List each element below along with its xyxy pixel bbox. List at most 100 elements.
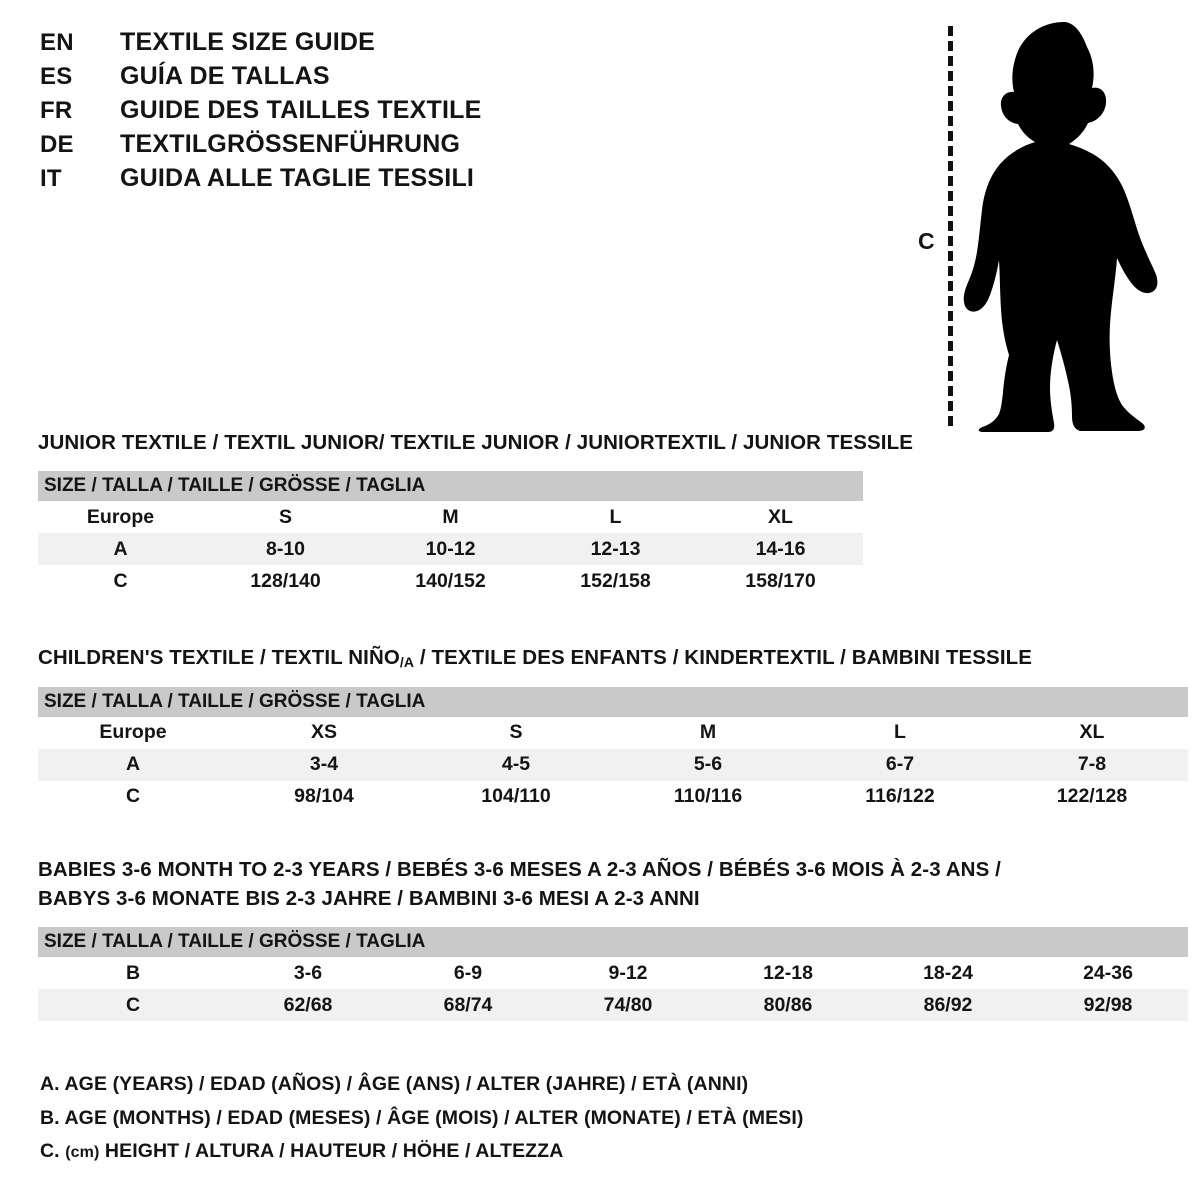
children-cell-c-3: 116/122 <box>804 780 996 813</box>
babies-cell-c-1: 68/74 <box>388 989 548 1022</box>
section-heading-junior: JUNIOR TEXTILE / TEXTIL JUNIOR/ TEXTILE … <box>38 431 913 454</box>
babies-row-label-b: B <box>38 957 228 990</box>
junior-cell-c-2: 152/158 <box>533 565 698 598</box>
section-heading-children-post: / TEXTILE DES ENFANTS / KINDERTEXTIL / B… <box>414 646 1033 669</box>
babies-cell-c-2: 74/80 <box>548 989 708 1022</box>
junior-row-label-a: A <box>38 533 203 566</box>
junior-cell-europe-0: S <box>203 501 368 534</box>
section-heading-children: CHILDREN'S TEXTILE / TEXTIL NIÑO/A / TEX… <box>38 643 1188 673</box>
language-code-es: ES <box>40 63 73 90</box>
table-row: B 3-6 6-9 9-12 12-18 18-24 24-36 <box>38 957 1188 990</box>
children-row-label-a: A <box>38 748 228 781</box>
children-cell-europe-3: L <box>804 716 996 749</box>
legend-line-c-pre: C. <box>40 1140 66 1163</box>
babies-row-label-c: C <box>38 989 228 1022</box>
children-cell-c-1: 104/110 <box>420 780 612 813</box>
junior-cell-a-1: 10-12 <box>368 533 533 566</box>
language-title-fr: GUIDE DES TAILLES TEXTILE <box>120 96 482 124</box>
babies-table-bar-row: SIZE / TALLA / TAILLE / GRÖSSE / TAGLIA <box>38 927 1188 958</box>
children-cell-a-1: 4-5 <box>420 748 612 781</box>
children-cell-europe-0: XS <box>228 716 420 749</box>
junior-cell-europe-3: XL <box>698 501 863 534</box>
legend-line-b: B. AGE (MONTHS) / EDAD (MESES) / ÂGE (MO… <box>40 1106 804 1129</box>
language-code-de: DE <box>40 131 74 158</box>
language-code-en: EN <box>40 29 74 56</box>
table-row: Europe XS S M L XL <box>38 716 1188 749</box>
section-heading-children-sub: /A <box>399 654 415 670</box>
children-cell-a-4: 7-8 <box>996 748 1188 781</box>
children-size-table: SIZE / TALLA / TAILLE / GRÖSSE / TAGLIA … <box>38 686 1188 813</box>
babies-cell-b-1: 6-9 <box>388 957 548 990</box>
table-row: Europe S M L XL <box>38 501 863 534</box>
babies-cell-b-2: 9-12 <box>548 957 708 990</box>
babies-cell-c-4: 86/92 <box>868 989 1028 1022</box>
table-row: C 128/140 140/152 152/158 158/170 <box>38 565 863 598</box>
language-row-de: DE TEXTILGRÖSSENFÜHRUNG <box>40 130 600 164</box>
junior-row-label-c: C <box>38 565 203 598</box>
children-cell-c-0: 98/104 <box>228 780 420 813</box>
junior-size-table: SIZE / TALLA / TAILLE / GRÖSSE / TAGLIA … <box>38 471 863 598</box>
junior-row-label-europe: Europe <box>38 501 203 534</box>
language-row-en: EN TEXTILE SIZE GUIDE <box>40 28 600 62</box>
language-title-es: GUÍA DE TALLAS <box>120 62 330 90</box>
junior-cell-a-0: 8-10 <box>203 533 368 566</box>
children-cell-europe-4: XL <box>996 716 1188 749</box>
children-table-bar-row: SIZE / TALLA / TAILLE / GRÖSSE / TAGLIA <box>38 686 1188 717</box>
language-row-it: IT GUIDA ALLE TAGLIE TESSILI <box>40 164 600 198</box>
language-title-block: EN TEXTILE SIZE GUIDE ES GUÍA DE TALLAS … <box>40 28 600 198</box>
section-heading-children-pre: CHILDREN'S TEXTILE / TEXTIL NIÑO <box>38 646 400 669</box>
junior-cell-c-1: 140/152 <box>368 565 533 598</box>
junior-cell-c-3: 158/170 <box>698 565 863 598</box>
babies-cell-b-4: 18-24 <box>868 957 1028 990</box>
junior-cell-a-2: 12-13 <box>533 533 698 566</box>
children-cell-c-4: 122/128 <box>996 780 1188 813</box>
language-title-it: GUIDA ALLE TAGLIE TESSILI <box>120 164 475 192</box>
table-row: C 62/68 68/74 74/80 80/86 86/92 92/98 <box>38 989 1188 1022</box>
junior-cell-c-0: 128/140 <box>203 565 368 598</box>
language-title-de: TEXTILGRÖSSENFÜHRUNG <box>120 130 461 158</box>
junior-cell-a-3: 14-16 <box>698 533 863 566</box>
legend-line-c-post: HEIGHT / ALTURA / HAUTEUR / HÖHE / ALTEZ… <box>99 1140 564 1163</box>
toddler-silhouette-icon <box>963 22 1158 432</box>
table-row: A 8-10 10-12 12-13 14-16 <box>38 533 863 566</box>
children-cell-c-2: 110/116 <box>612 780 804 813</box>
children-cell-a-0: 3-4 <box>228 748 420 781</box>
babies-cell-c-3: 80/86 <box>708 989 868 1022</box>
children-row-label-c: C <box>38 780 228 813</box>
babies-size-table: SIZE / TALLA / TAILLE / GRÖSSE / TAGLIA … <box>38 927 1188 1022</box>
junior-table-bar-label: SIZE / TALLA / TAILLE / GRÖSSE / TAGLIA <box>38 471 863 502</box>
children-row-label-europe: Europe <box>38 716 228 749</box>
junior-cell-europe-2: L <box>533 501 698 534</box>
table-row: C 98/104 104/110 110/116 116/122 122/128 <box>38 780 1188 813</box>
height-figure-area: C <box>900 12 1180 432</box>
babies-cell-b-0: 3-6 <box>228 957 388 990</box>
legend-line-c: C. (cm) HEIGHT / ALTURA / HAUTEUR / HÖHE… <box>40 1135 803 1169</box>
children-cell-europe-1: S <box>420 716 612 749</box>
section-heading-babies-line2: BABYS 3-6 MONATE BIS 2-3 JAHRE / BAMBINI… <box>38 887 700 911</box>
language-code-fr: FR <box>40 97 73 124</box>
section-babies-textile: BABIES 3-6 MONTH TO 2-3 YEARS / BEBÉS 3-… <box>38 855 1188 1022</box>
section-heading-babies-line1: BABIES 3-6 MONTH TO 2-3 YEARS / BEBÉS 3-… <box>38 858 1001 881</box>
babies-cell-c-0: 62/68 <box>228 989 388 1022</box>
babies-cell-c-5: 92/98 <box>1028 989 1188 1022</box>
height-dashed-line <box>948 26 953 426</box>
junior-table-bar-row: SIZE / TALLA / TAILLE / GRÖSSE / TAGLIA <box>38 471 863 502</box>
section-children-textile: CHILDREN'S TEXTILE / TEXTIL NIÑO/A / TEX… <box>38 643 1188 813</box>
section-junior-textile: JUNIOR TEXTILE / TEXTIL JUNIOR/ TEXTILE … <box>38 428 913 598</box>
language-row-fr: FR GUIDE DES TAILLES TEXTILE <box>40 96 600 130</box>
height-marker-label: C <box>918 228 935 254</box>
children-cell-europe-2: M <box>612 716 804 749</box>
children-cell-a-3: 6-7 <box>804 748 996 781</box>
children-table-bar-label: SIZE / TALLA / TAILLE / GRÖSSE / TAGLIA <box>38 686 1188 717</box>
babies-table-bar-label: SIZE / TALLA / TAILLE / GRÖSSE / TAGLIA <box>38 927 1188 958</box>
legend-line-c-unit: (cm) <box>65 1144 100 1162</box>
language-title-en: TEXTILE SIZE GUIDE <box>120 28 376 56</box>
babies-cell-b-3: 12-18 <box>708 957 868 990</box>
table-row: A 3-4 4-5 5-6 6-7 7-8 <box>38 748 1188 781</box>
legend-block: A. AGE (YEARS) / EDAD (AÑOS) / ÂGE (ANS)… <box>40 1068 803 1169</box>
legend-line-a: A. AGE (YEARS) / EDAD (AÑOS) / ÂGE (ANS)… <box>40 1073 749 1095</box>
babies-cell-b-5: 24-36 <box>1028 957 1188 990</box>
children-cell-a-2: 5-6 <box>612 748 804 781</box>
language-code-it: IT <box>40 165 62 192</box>
junior-cell-europe-1: M <box>368 501 533 534</box>
